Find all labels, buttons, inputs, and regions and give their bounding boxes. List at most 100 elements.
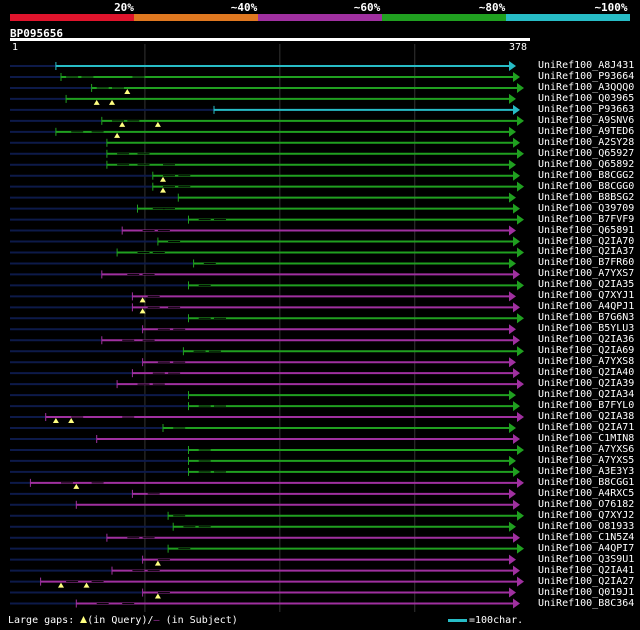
hit-arrowhead [513, 104, 520, 115]
hit-label[interactable]: UniRef100_O81933 [538, 520, 635, 532]
hit-arrowhead [509, 324, 516, 335]
hit-label[interactable]: UniRef100_Q2IA35 [538, 279, 635, 291]
hit-arrowhead [513, 433, 520, 444]
hit-label[interactable]: UniRef100_Q7XYJ1 [538, 290, 635, 302]
hit-label[interactable]: UniRef100_P93663 [538, 103, 635, 115]
hit-arrowhead [517, 313, 524, 324]
hit-arrowhead [509, 488, 516, 499]
hit-label[interactable]: UniRef100_A8J431 [538, 60, 635, 71]
hit-label[interactable]: UniRef100_Q2IA70 [538, 235, 635, 247]
query-gap-triangle [119, 121, 126, 127]
hit-label[interactable]: UniRef100_A9TED6 [538, 125, 635, 137]
hit-label[interactable]: UniRef100_A9SNV6 [538, 114, 635, 126]
hit-arrowhead [517, 181, 524, 192]
query-gap-triangle [160, 176, 166, 182]
hit-label[interactable]: UniRef100_Q65891 [538, 224, 635, 236]
hit-label[interactable]: UniRef100_B7FYL0 [538, 400, 635, 412]
hit-label[interactable]: UniRef100_B5YLU3 [538, 323, 635, 335]
hit-arrowhead [509, 455, 516, 466]
query-gap-triangle [139, 297, 146, 303]
hit-arrowhead [509, 225, 516, 236]
hit-label[interactable]: UniRef100_Q65927 [538, 147, 635, 159]
hit-arrowhead [509, 159, 516, 170]
hit-label[interactable]: UniRef100_Q2IA71 [538, 422, 635, 433]
hit-label[interactable]: UniRef100_Q019J1 [538, 586, 635, 598]
hit-label[interactable]: UniRef100_A7YXS7 [538, 268, 635, 280]
hit-arrowhead [517, 510, 524, 521]
hit-label[interactable]: UniRef100_B8CGG2 [538, 169, 635, 181]
hit-label[interactable]: UniRef100_Q2IA41 [538, 564, 635, 576]
hit-label[interactable]: UniRef100_Q2IA40 [538, 367, 635, 379]
hit-label[interactable]: UniRef100_Q2IA39 [538, 378, 635, 390]
hit-label[interactable]: UniRef100_Q7XYJ2 [538, 509, 635, 521]
hit-arrowhead [517, 214, 524, 225]
gap-legend: Large gaps: (in Query)/— (in Subject) [8, 615, 238, 626]
hit-arrowhead [509, 554, 516, 565]
hit-arrowhead [517, 444, 524, 455]
hit-label[interactable]: UniRef100_A7YXS6 [538, 443, 635, 455]
ruler-start: 1 [12, 42, 19, 53]
scale-label-40: ~40% [230, 1, 258, 14]
hit-label[interactable]: UniRef100_Q2IA36 [538, 334, 635, 346]
hit-label[interactable]: UniRef100_B8C364 [538, 597, 635, 609]
hit-label[interactable]: UniRef100_A3E3Y3 [538, 465, 635, 477]
hit-arrowhead [513, 236, 520, 247]
hit-arrowhead [513, 137, 520, 148]
query-id: BP095656 [10, 27, 63, 40]
hit-label[interactable]: UniRef100_A4QPI7 [538, 542, 635, 554]
hit-label[interactable]: UniRef100_O76182 [538, 498, 635, 510]
query-gap-triangle [160, 187, 166, 193]
hit-label[interactable]: UniRef100_Q39709 [538, 202, 635, 214]
hit-arrowhead [509, 587, 516, 598]
hit-arrowhead [509, 423, 516, 434]
ruler-end: 378 [509, 42, 528, 53]
hit-label[interactable]: UniRef100_A7YXS5 [538, 454, 635, 466]
hit-label[interactable]: UniRef100_Q2IA34 [538, 389, 635, 401]
scale-label-20: 20% [114, 1, 134, 14]
hit-arrowhead [513, 335, 520, 346]
hit-arrowhead [517, 576, 524, 587]
hit-label[interactable]: UniRef100_Q2IA69 [538, 345, 635, 357]
scale-label-100: ~100% [594, 1, 628, 14]
hit-label[interactable]: UniRef100_B7G6N3 [538, 312, 635, 324]
hit-label[interactable]: UniRef100_B7FR60 [538, 257, 635, 269]
hit-label[interactable]: UniRef100_Q3S9U1 [538, 553, 635, 565]
hit-label[interactable]: UniRef100_A7YXS8 [538, 356, 635, 368]
hit-label[interactable]: UniRef100_A2SY28 [538, 136, 635, 148]
hit-label[interactable]: UniRef100_B7FVF9 [538, 213, 635, 225]
query-gap-triangle [109, 99, 115, 105]
hit-arrowhead [509, 521, 516, 532]
hit-label[interactable]: UniRef100_Q65892 [538, 158, 635, 170]
query-gap-triangle [83, 582, 90, 588]
hit-arrowhead [513, 466, 520, 477]
hit-label[interactable]: UniRef100_Q03965 [538, 92, 635, 104]
query-gap-triangle [124, 88, 131, 94]
hit-label[interactable]: UniRef100_A4QPJ1 [538, 301, 635, 313]
query-gap-triangle [68, 418, 75, 424]
scale-label-80: ~80% [478, 1, 506, 14]
query-gap-triangle [154, 560, 161, 566]
gaps-query-label: (in Query) [87, 615, 148, 626]
hit-label[interactable]: UniRef100_C1MIN8 [538, 432, 635, 444]
hit-arrowhead [509, 258, 516, 269]
hit-label[interactable]: UniRef100_A3QQQ0 [538, 81, 635, 93]
hit-label[interactable]: UniRef100_P93664 [538, 70, 635, 82]
hit-arrowhead [509, 390, 516, 401]
hit-arrowhead [513, 532, 520, 543]
hit-label[interactable]: UniRef100_B8BSG2 [538, 191, 635, 203]
hit-label[interactable]: UniRef100_Q2IA38 [538, 411, 635, 423]
identity-band-5 [506, 14, 630, 21]
hit-arrowhead [513, 368, 520, 379]
hit-arrowhead [513, 565, 520, 576]
hit-label[interactable]: UniRef100_B8CGG0 [538, 180, 635, 192]
hit-label[interactable]: UniRef100_Q2IA27 [538, 575, 635, 587]
hit-arrowhead [517, 346, 524, 357]
query-gap-triangle [73, 483, 80, 489]
hit-label[interactable]: UniRef100_C1N5Z4 [538, 531, 635, 543]
query-gap-triangle-icon [80, 616, 88, 623]
hit-label[interactable]: UniRef100_A4RXC5 [538, 487, 635, 499]
hit-label[interactable]: UniRef100_B8CGG1 [538, 476, 635, 488]
hit-arrowhead [517, 115, 524, 126]
hit-label[interactable]: UniRef100_Q2IA37 [538, 246, 635, 258]
